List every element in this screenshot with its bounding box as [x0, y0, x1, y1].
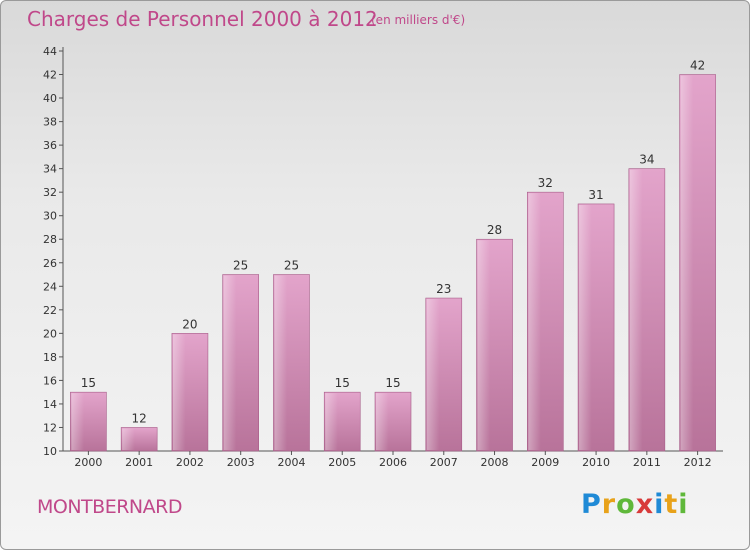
- y-tick-label: 40: [43, 92, 57, 105]
- bar-value-label: 28: [487, 223, 502, 237]
- chart-title: Charges de Personnel 2000 à 2012: [27, 7, 378, 31]
- y-tick-label: 22: [43, 304, 57, 317]
- y-tick-label: 10: [43, 445, 57, 458]
- y-tick-label: 18: [43, 351, 57, 364]
- proxiti-logo: Proxiti: [581, 489, 689, 520]
- logo-letter: i: [678, 489, 689, 520]
- y-tick-label: 28: [43, 233, 57, 246]
- bar-highlight: [680, 75, 694, 450]
- x-tick-label: 2009: [531, 456, 559, 469]
- bar-highlight: [629, 169, 643, 450]
- x-tick-label: 2001: [125, 456, 153, 469]
- x-tick-label: 2012: [684, 456, 712, 469]
- logo-letter: i: [654, 489, 665, 520]
- y-tick-label: 36: [43, 139, 57, 152]
- x-tick-label: 2008: [481, 456, 509, 469]
- bar-value-label: 32: [538, 176, 553, 190]
- x-tick-label: 2000: [74, 456, 102, 469]
- bar-highlight: [426, 299, 440, 450]
- bar-highlight: [325, 393, 338, 450]
- y-tick-label: 26: [43, 257, 57, 270]
- logo-letter: r: [601, 489, 617, 520]
- x-tick-label: 2007: [430, 456, 458, 469]
- bar-value-label: 34: [639, 153, 654, 167]
- bar-value-label: 15: [385, 376, 400, 390]
- bar-highlight: [376, 393, 389, 450]
- y-tick-label: 16: [43, 374, 57, 387]
- y-tick-label: 44: [43, 45, 57, 58]
- bar-value-label: 25: [233, 259, 248, 273]
- bar-value-label: 20: [182, 317, 197, 331]
- bar-highlight: [172, 334, 186, 450]
- bar-value-label: 31: [588, 188, 603, 202]
- place-name: MONTBERNARD: [37, 496, 182, 518]
- bar-highlight: [274, 275, 288, 450]
- bar-value-label: 15: [335, 376, 350, 390]
- bar-value-label: 23: [436, 282, 451, 296]
- logo-letter: t: [664, 489, 679, 520]
- bar-highlight: [579, 204, 592, 450]
- y-tick-label: 24: [43, 280, 57, 293]
- x-tick-label: 2003: [227, 456, 255, 469]
- x-tick-label: 2002: [176, 456, 204, 469]
- bar-highlight: [528, 193, 541, 451]
- x-tick-label: 2004: [277, 456, 305, 469]
- bar-highlight: [223, 275, 237, 450]
- y-tick-label: 12: [43, 421, 57, 434]
- chart-subtitle: (en milliers d'€): [371, 13, 466, 27]
- y-tick-label: 14: [43, 398, 57, 411]
- y-tick-label: 42: [43, 69, 57, 82]
- y-tick-label: 38: [43, 116, 57, 129]
- bar-highlight: [71, 393, 84, 450]
- logo-letter: o: [616, 489, 636, 520]
- y-tick-label: 20: [43, 327, 57, 340]
- x-tick-label: 2005: [328, 456, 356, 469]
- bar-value-label: 15: [81, 376, 96, 390]
- y-tick-label: 32: [43, 186, 57, 199]
- logo-letter: P: [581, 489, 602, 520]
- bar-highlight: [122, 428, 135, 450]
- x-tick-label: 2010: [582, 456, 610, 469]
- bar-highlight: [477, 240, 491, 450]
- x-tick-label: 2006: [379, 456, 407, 469]
- bar-value-label: 12: [132, 411, 147, 425]
- bar-value-label: 42: [690, 59, 705, 73]
- bar-value-label: 25: [284, 259, 299, 273]
- logo-letter: x: [635, 489, 655, 520]
- y-tick-label: 30: [43, 210, 57, 223]
- x-tick-label: 2011: [633, 456, 661, 469]
- y-tick-label: 34: [43, 163, 57, 176]
